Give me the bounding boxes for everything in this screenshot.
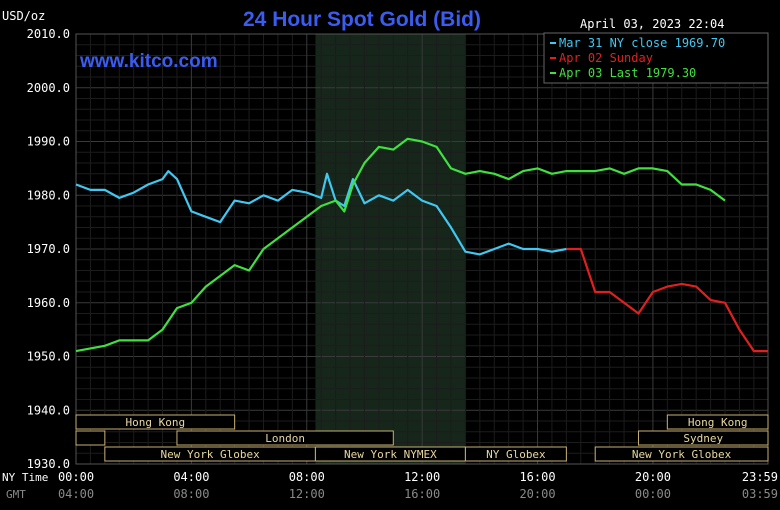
date-label: April 03, 2023 22:04 <box>580 17 725 31</box>
site-watermark: www.kitco.com <box>79 51 218 72</box>
y-tick-label: 1990.0 <box>27 135 70 149</box>
y-tick-label: 1950.0 <box>27 350 70 364</box>
ny-tick-label: 20:00 <box>635 470 671 484</box>
ny-tick-label: 16:00 <box>519 470 555 484</box>
x-axis-labels: 00:00 04:00 08:00 12:00 16:00 20:00 23:59 04:00… <box>2 470 778 501</box>
session-box <box>75 430 106 446</box>
session-box <box>594 446 769 462</box>
grid <box>75 33 769 465</box>
session-box <box>75 414 236 430</box>
session-bar: Hong Kong <box>75 414 236 430</box>
ny-tick-label: 04:00 <box>173 470 209 484</box>
legend-entry: Mar 31 NY close 1969.70 <box>559 36 725 50</box>
gmt-row-label: GMT <box>6 488 26 501</box>
y-tick-label: 2010.0 <box>27 27 70 41</box>
ny-row-label: NY Time <box>2 471 48 484</box>
series-line-2 <box>75 137 726 353</box>
unit-label: USD/oz <box>2 9 45 23</box>
session-bar: New York Globex <box>104 446 316 462</box>
legend-entry: Apr 03 Last 1979.30 <box>559 66 696 80</box>
session-bar: New York Globex <box>594 446 769 462</box>
y-tick-label: 1930.0 <box>27 457 70 471</box>
series-line-0 <box>75 170 567 256</box>
market-sessions: Hong Kong Hong Kong London Sydney New York G… <box>75 414 769 462</box>
plot-frame <box>75 33 769 465</box>
session-bar: Sydney <box>637 430 769 446</box>
series-lines <box>75 137 768 353</box>
gmt-tick-label: 00:00 <box>635 487 671 501</box>
legend-box <box>543 32 769 84</box>
y-tick-label: 1940.0 <box>27 403 70 417</box>
session-bar: London <box>176 430 394 446</box>
session-label: NY Globex <box>486 448 546 461</box>
session-label: New York Globex <box>632 448 732 461</box>
session-label: Hong Kong <box>688 416 748 429</box>
y-tick-label: 2000.0 <box>27 81 70 95</box>
gmt-tick-label: 08:00 <box>173 487 209 501</box>
y-axis-labels: 2010.0 2000.0 1990.0 1980.0 1970.0 1960.0 1950… <box>27 27 70 471</box>
ny-tick-label: 23:59 <box>742 470 778 484</box>
gmt-tick-label: 12:00 <box>289 487 325 501</box>
legend-entry: Apr 02 Sunday <box>559 51 653 65</box>
y-tick-label: 1960.0 <box>27 296 70 310</box>
gmt-tick-label: 03:59 <box>742 487 778 501</box>
ny-tick-label: 00:00 <box>58 470 94 484</box>
gmt-tick-label: 16:00 <box>404 487 440 501</box>
session-box <box>666 414 769 430</box>
y-tick-label: 1970.0 <box>27 242 70 256</box>
session-label: Sydney <box>683 432 723 445</box>
session-bar: NY Globex <box>464 446 567 462</box>
session-box <box>464 446 567 462</box>
session-bar: Hong Kong <box>666 414 769 430</box>
session-box <box>176 430 394 446</box>
session-label: Hong Kong <box>126 416 186 429</box>
session-box <box>637 430 769 446</box>
gmt-tick-label: 04:00 <box>58 487 94 501</box>
session-label: London <box>265 432 305 445</box>
session-bar: New York NYMEX <box>314 446 466 462</box>
gmt-tick-label: 20:00 <box>519 487 555 501</box>
session-label: New York Globex <box>160 448 260 461</box>
chart-title: 24 Hour Spot Gold (Bid) <box>243 8 481 31</box>
ny-tick-label: 08:00 <box>289 470 325 484</box>
session-bar <box>75 430 106 446</box>
y-tick-label: 1980.0 <box>27 188 70 202</box>
series-line-1 <box>566 247 768 353</box>
ny-tick-label: 12:00 <box>404 470 440 484</box>
session-label: New York NYMEX <box>344 448 437 461</box>
